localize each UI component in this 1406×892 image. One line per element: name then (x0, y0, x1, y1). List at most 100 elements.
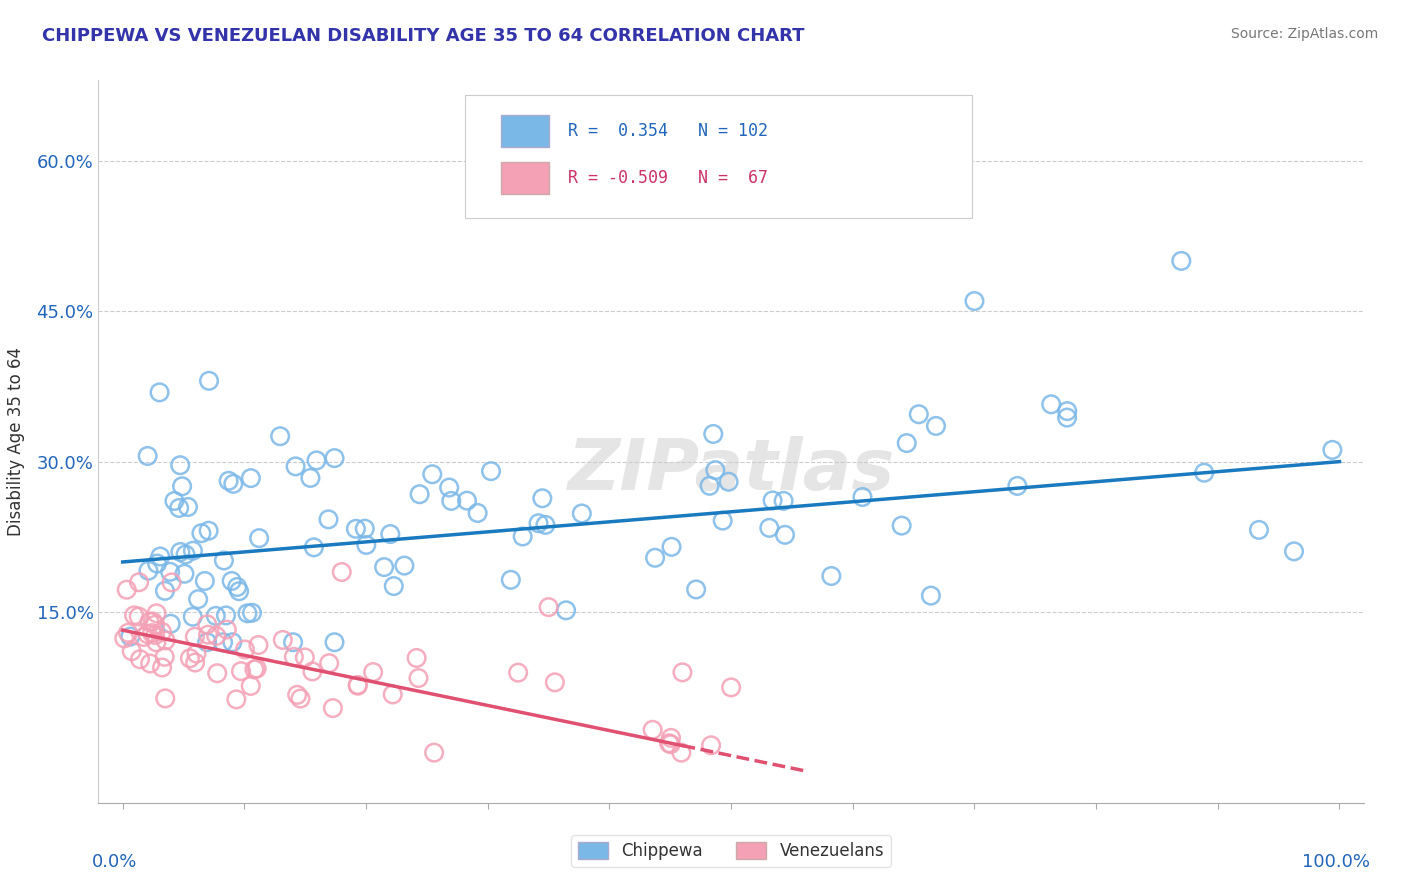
Point (198, 374, 221, 388)
Point (112, 632, 135, 646)
Point (155, 691, 177, 706)
Point (269, 429, 291, 443)
Point (117, 625, 139, 640)
Point (380, 527, 402, 541)
Point (195, 617, 218, 632)
Point (294, 650, 316, 665)
Point (215, 608, 238, 623)
Point (215, 623, 238, 637)
Text: CHIPPEWA VS VENEZUELAN DISABILITY AGE 35 TO 64 CORRELATION CHART: CHIPPEWA VS VENEZUELAN DISABILITY AGE 35… (42, 27, 804, 45)
Point (146, 557, 169, 571)
Point (221, 635, 243, 649)
Point (177, 500, 200, 514)
Point (239, 679, 262, 693)
Point (150, 660, 173, 674)
Point (508, 665, 530, 680)
Point (890, 518, 912, 533)
Point (181, 543, 204, 558)
Point (820, 569, 842, 583)
Point (408, 487, 430, 501)
Point (159, 565, 181, 579)
Text: ZIPatlas: ZIPatlas (568, 436, 894, 505)
Point (1056, 404, 1078, 418)
Point (136, 449, 159, 463)
Point (195, 635, 218, 649)
Point (531, 491, 554, 506)
Point (218, 474, 240, 488)
Point (711, 514, 734, 528)
Point (356, 538, 378, 552)
Point (228, 584, 250, 599)
FancyBboxPatch shape (501, 115, 548, 147)
FancyBboxPatch shape (465, 95, 972, 218)
Point (720, 681, 742, 695)
Point (323, 635, 346, 649)
Point (301, 665, 323, 679)
Text: Source: ZipAtlas.com: Source: ZipAtlas.com (1230, 27, 1378, 41)
Point (190, 526, 212, 541)
Point (172, 479, 194, 493)
Point (184, 656, 207, 670)
Point (236, 607, 259, 621)
Point (207, 666, 229, 681)
Point (120, 630, 142, 644)
Point (322, 701, 344, 715)
Point (963, 294, 986, 309)
Point (221, 574, 243, 588)
FancyBboxPatch shape (501, 161, 548, 194)
Point (467, 506, 489, 520)
Point (925, 419, 948, 434)
Text: R = -0.509   N =  67: R = -0.509 N = 67 (568, 169, 768, 186)
Point (285, 688, 308, 702)
Point (1056, 410, 1078, 425)
Point (145, 635, 167, 649)
Point (544, 675, 567, 690)
Point (704, 463, 727, 477)
Point (129, 652, 152, 666)
Point (121, 644, 143, 658)
Point (381, 687, 404, 701)
Point (138, 615, 160, 629)
Point (205, 629, 228, 643)
Point (128, 575, 150, 590)
Point (661, 540, 683, 554)
Point (153, 649, 176, 664)
Point (671, 665, 693, 680)
Point (169, 458, 191, 473)
Point (148, 385, 170, 400)
Point (212, 635, 235, 649)
Point (907, 407, 929, 421)
Point (658, 736, 681, 750)
Point (138, 564, 160, 578)
Point (204, 608, 226, 623)
Point (159, 616, 181, 631)
Point (239, 471, 262, 485)
Point (773, 528, 796, 542)
Point (141, 626, 163, 640)
Point (1170, 254, 1192, 268)
Point (155, 633, 177, 648)
Point (761, 493, 783, 508)
Legend: Chippewa, Venezuelans: Chippewa, Venezuelans (571, 835, 891, 867)
Point (318, 656, 340, 670)
Point (382, 579, 405, 593)
Point (394, 558, 416, 573)
Point (353, 522, 375, 536)
Point (683, 153, 706, 168)
Point (163, 494, 186, 508)
Point (302, 541, 325, 555)
Point (512, 529, 534, 543)
Point (700, 739, 723, 753)
Point (571, 507, 593, 521)
Point (128, 609, 150, 624)
Point (1192, 466, 1215, 480)
Point (408, 671, 430, 685)
Point (226, 580, 249, 594)
Point (247, 638, 270, 652)
Point (169, 545, 191, 559)
Point (659, 737, 682, 751)
Point (143, 617, 166, 632)
Point (122, 608, 145, 623)
Point (187, 592, 209, 607)
Point (346, 679, 368, 693)
